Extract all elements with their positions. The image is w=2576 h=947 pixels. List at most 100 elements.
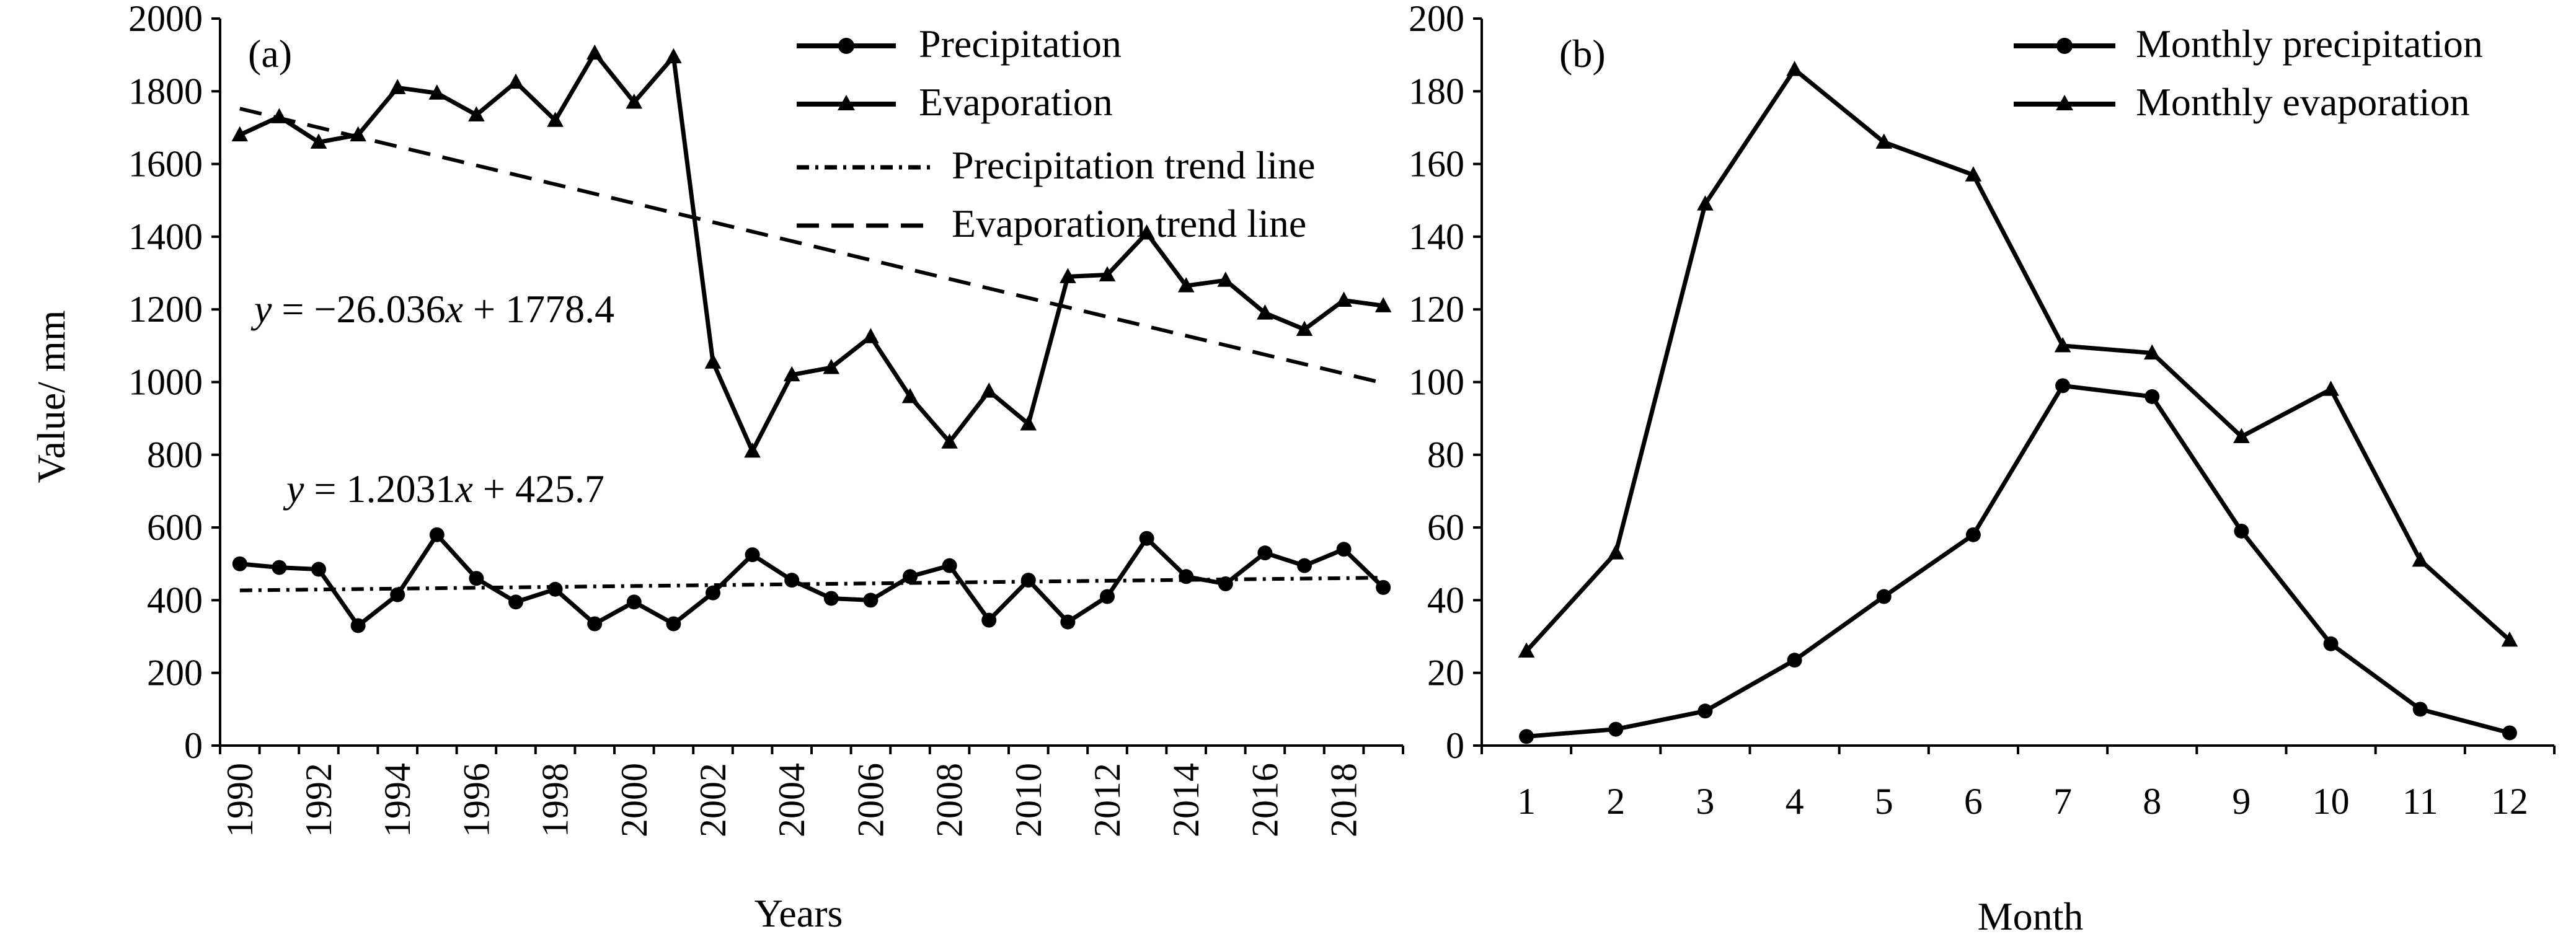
monthly-evaporation-point — [2501, 631, 2518, 647]
evaporation-point — [704, 353, 722, 369]
monthly-evaporation-point — [1697, 195, 1714, 211]
monthly-precipitation-point — [1519, 729, 1534, 744]
evaporation-point — [1138, 224, 1155, 240]
precipitation-point — [784, 573, 800, 588]
evaporation-point — [941, 433, 958, 449]
legend-triangle-marker — [838, 95, 855, 110]
precipitation-point — [587, 616, 603, 632]
evaporation-point — [665, 48, 682, 64]
monthly-precipitation-point — [1965, 527, 1981, 542]
precipitation-point — [1218, 576, 1233, 592]
panel-a-x-tick-label: 1992 — [298, 763, 339, 837]
legend-monthly-precipitation: Monthly precipitation — [2014, 22, 2483, 66]
monthly-precipitation-point — [1697, 703, 1713, 719]
panel-b-x-tick-label: 3 — [1696, 781, 1714, 822]
panel-a-y-tick-label: 200 — [147, 653, 203, 694]
precipitation-point — [1297, 558, 1312, 573]
legend-precipitation-trend: Precipitation trend line — [797, 143, 1316, 187]
precipitation-point — [903, 569, 918, 584]
panel-a-x-tick-label: 2018 — [1324, 763, 1365, 837]
evaporation-trend-line — [239, 107, 1384, 385]
panel-b-x-tick-label: 6 — [1964, 781, 1983, 822]
panel-b-y-tick-label: 80 — [1427, 434, 1464, 475]
panel-a-x-tick-label: 2014 — [1166, 763, 1206, 837]
panel-b-x-tick-label: 9 — [2232, 781, 2251, 822]
panel-a-y-tick-label: 1400 — [128, 216, 203, 257]
panel-b-x-tick-label: 12 — [2491, 781, 2528, 822]
precipitation-point — [1100, 589, 1115, 604]
evaporation-point — [1217, 271, 1234, 287]
evaporation-point — [1177, 277, 1195, 293]
evaporation-point — [586, 44, 603, 60]
monthly-evaporation-point — [1875, 133, 1893, 149]
precipitation-point — [1020, 573, 1036, 588]
evaporation-point — [626, 93, 643, 109]
evaporation-point — [468, 106, 485, 121]
legend-precipitation: Precipitation — [797, 22, 1122, 66]
evaporation-point — [1020, 415, 1037, 431]
precipitation-point — [706, 585, 720, 601]
panel-a-x-tick-label: 1998 — [535, 763, 576, 837]
panel-a-y-tick-label: 0 — [184, 725, 203, 766]
panel-b-x-tick-label: 8 — [2143, 781, 2161, 822]
evaporation-point — [980, 382, 998, 398]
monthly-evaporation-point — [2322, 381, 2339, 396]
legend-precipitation-label: Precipitation — [919, 22, 1122, 66]
panel-b-x-tick-label: 2 — [1606, 781, 1625, 822]
evaporation-point — [783, 366, 800, 382]
precipitation-point — [1376, 579, 1391, 595]
panel-b-y-tick-label: 140 — [1409, 216, 1464, 257]
monthly-precipitation-point — [2502, 725, 2517, 741]
legend-circle-marker — [838, 38, 854, 54]
evaporation-point — [862, 328, 879, 343]
evaporation-point — [231, 126, 249, 142]
panel-a-legend: Precipitation Evaporation Precipitation … — [797, 22, 1316, 245]
panel-a-y-tick-label: 1600 — [128, 144, 203, 185]
panel-b-y-tick-label: 40 — [1427, 579, 1464, 620]
panel-b-x-tick-label: 1 — [1517, 781, 1536, 822]
panel-b-y-tick-label: 160 — [1409, 144, 1464, 185]
precipitation-trend-equation: y = 1.2031x + 425.7 — [283, 467, 604, 511]
panel-a-x-tick-label: 1994 — [377, 763, 418, 837]
precipitation-point — [942, 558, 957, 573]
panel-a-y-tick-label: 800 — [147, 434, 203, 475]
panel-a-y-tick-label: 2000 — [128, 0, 203, 39]
monthly-precipitation-point — [1876, 589, 1892, 604]
monthly-evaporation-point — [1518, 642, 1535, 658]
evaporation-point — [1099, 266, 1116, 281]
monthly-precipitation-line — [1526, 383, 2510, 739]
panel-b-x-tick-label: 11 — [2402, 781, 2438, 822]
panel-b-legend: Monthly precipitation Monthly evaporatio… — [2014, 22, 2483, 124]
precipitation-point — [508, 594, 523, 610]
panel-a-x-tick-labels: 1990 1992 1994 1996 1998 2000 2002 2004 2006 2008… — [219, 763, 1365, 837]
evaporation-point — [547, 112, 564, 127]
monthly-precipitation-point — [2323, 636, 2339, 651]
precipitation-point — [1257, 545, 1273, 561]
evaporation-point — [744, 442, 761, 458]
panel-a-y-tick-labels: 0 200 400 600 800 1000 1200 1400 1600 1800 2000 — [128, 0, 203, 766]
panel-b-x-tick-label: 5 — [1875, 781, 1893, 822]
evaporation-point — [389, 79, 406, 94]
precipitation-point — [390, 587, 405, 602]
panel-a-x-tick-label: 1990 — [219, 763, 260, 837]
panel-a-x-tick-label: 1996 — [456, 763, 497, 837]
panel-a-y-tick-label: 1000 — [128, 362, 203, 403]
panel-a-x-tick-label: 2002 — [693, 763, 733, 837]
monthly-precipitation-point — [2412, 702, 2428, 717]
legend-evaporation-trend: Evaporation trend line — [797, 201, 1306, 245]
monthly-evaporation-point — [2143, 344, 2161, 360]
panel-b-x-tick-label: 10 — [2313, 781, 2350, 822]
monthly-evaporation-point — [2412, 551, 2429, 567]
panel-b-y-tick-labels: 0 20 40 60 80 100 120 140 160 180 200 — [1409, 0, 1464, 766]
precipitation-point — [626, 594, 642, 610]
monthly-evaporation-point — [2054, 337, 2071, 353]
panel-b-y-tick-label: 100 — [1409, 362, 1464, 403]
monthly-precipitation-point — [2144, 389, 2160, 404]
evaporation-point — [1296, 320, 1313, 336]
panel-a-chart: 0 200 400 600 800 1000 1200 1400 1600 1800 2000 19… — [29, 0, 1404, 935]
monthly-precipitation-point — [2055, 378, 2071, 394]
panel-a-y-tick-label: 1200 — [128, 289, 203, 330]
precipitation-point — [1336, 542, 1352, 557]
panel-a-y-tick-label: 600 — [147, 507, 203, 548]
